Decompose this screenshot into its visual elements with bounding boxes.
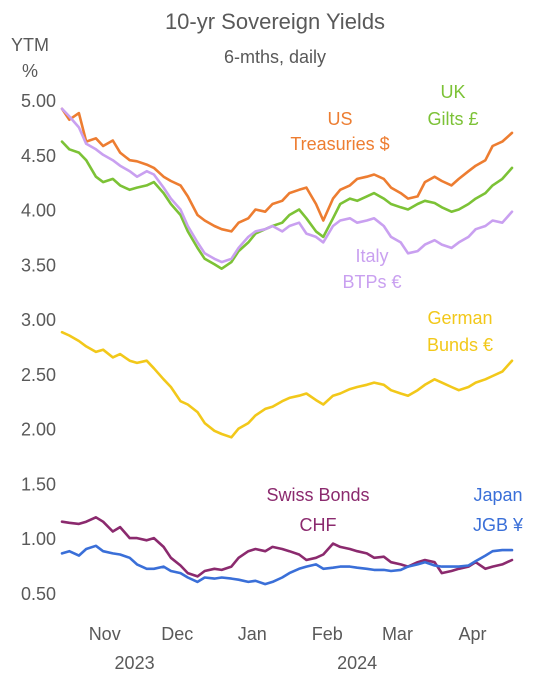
x-tick-month-label: Mar: [382, 624, 413, 644]
chart-subtitle: 6-mths, daily: [224, 47, 326, 67]
y-axis-label-line1: YTM: [11, 35, 49, 55]
y-tick-label: 2.00: [21, 420, 56, 440]
x-tick-month-label: Nov: [89, 624, 121, 644]
series-label: Italy: [355, 246, 388, 266]
y-axis-ticks: 5.00 4.50 4.00 3.50 3.00 2.50 2.00 1.50 1.00 0.50: [21, 91, 56, 604]
y-tick-label: 5.00: [21, 91, 56, 111]
series-lines: [60, 107, 514, 586]
series-label: Gilts £: [427, 109, 478, 129]
x-tick-year-label: 2024: [337, 653, 377, 673]
series-label: Japan: [473, 485, 522, 505]
series-label: UK: [440, 82, 465, 102]
series-label: Bunds €: [427, 335, 493, 355]
series-label: US: [327, 109, 352, 129]
series-label: Treasuries $: [290, 134, 389, 154]
y-tick-label: 4.00: [21, 201, 56, 221]
series-line-2: [60, 107, 514, 264]
series-label: JGB ¥: [473, 515, 524, 535]
x-tick-month-label: Feb: [312, 624, 343, 644]
x-tick-month-label: Apr: [458, 624, 486, 644]
x-tick-month-label: Dec: [161, 624, 193, 644]
y-tick-label: 0.50: [21, 584, 56, 604]
series-label: Swiss Bonds: [266, 485, 369, 505]
x-tick-year-label: 2023: [115, 653, 155, 673]
series-label: BTPs €: [342, 272, 401, 292]
y-tick-label: 1.00: [21, 529, 56, 549]
series-line-0: [60, 107, 514, 233]
y-tick-label: 3.50: [21, 255, 56, 275]
series-label: German: [427, 308, 492, 328]
series-line-3: [60, 330, 514, 439]
series-labels: US Treasuries $ UK Gilts £ Italy BTPs € German…: [266, 82, 524, 535]
y-tick-label: 2.50: [21, 365, 56, 385]
x-tick-month-label: Jan: [238, 624, 267, 644]
chart-title: 10-yr Sovereign Yields: [165, 9, 385, 34]
series-line-4: [60, 516, 514, 578]
y-tick-label: 4.50: [21, 146, 56, 166]
series-line-1: [60, 140, 514, 270]
x-axis-ticks: Nov Dec Jan Feb Mar Apr 2023 2024: [89, 624, 487, 673]
series-label: CHF: [300, 515, 337, 535]
series-line-5: [60, 544, 514, 586]
y-axis-label-line2: %: [22, 61, 38, 81]
y-tick-label: 3.00: [21, 310, 56, 330]
y-tick-label: 1.50: [21, 474, 56, 494]
